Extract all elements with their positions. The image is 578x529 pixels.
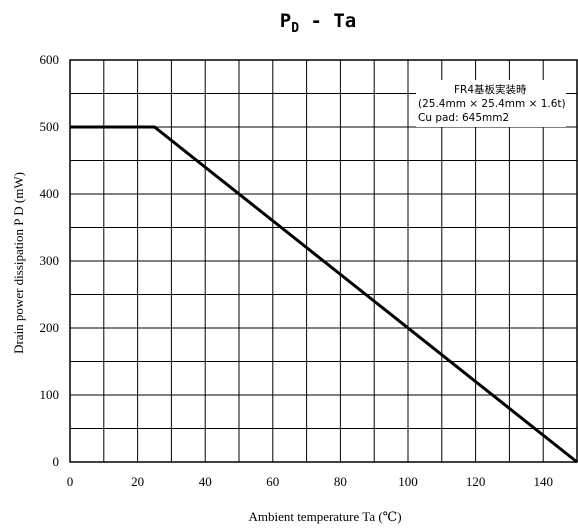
series-group: [70, 125, 578, 464]
series-line-0: [70, 125, 578, 464]
x-tick-label: 60: [266, 474, 279, 489]
annotation-background: [416, 80, 566, 127]
chart-title-subscript: D: [291, 21, 299, 36]
x-tick-label: 0: [67, 474, 74, 489]
y-axis-label: Drain power dissipation P D (mW): [11, 172, 26, 354]
y-tick-label: 300: [40, 253, 60, 268]
x-tick-label: 100: [398, 474, 418, 489]
x-axis-label: Ambient temperature Ta (℃): [248, 509, 401, 524]
x-tick-label: 140: [533, 474, 553, 489]
x-tick-label: 20: [131, 474, 144, 489]
tick-labels: 0 20 40 60 80 100 120 140 0 100 200 300 400 500 600: [40, 52, 553, 489]
x-tick-label: 40: [199, 474, 212, 489]
y-tick-label: 400: [40, 186, 60, 201]
plot-frame: [69, 59, 578, 463]
chart-title-main: P: [280, 10, 291, 32]
annotation-line-3: Cu pad: 645mm2: [418, 112, 509, 124]
y-tick-label: 200: [40, 320, 60, 335]
annotation-line-1: FR4基板実装時: [454, 83, 527, 96]
annotation-box: FR4基板実装時 (25.4mm × 25.4mm × 1.6t) Cu pad…: [416, 80, 566, 127]
y-tick-label: 0: [53, 454, 60, 469]
chart-title-rest: - Ta: [299, 10, 356, 32]
x-tick-label: 120: [466, 474, 486, 489]
x-tick-label: 80: [334, 474, 347, 489]
y-tick-label: 100: [40, 387, 60, 402]
chart-title: PD - Ta: [280, 10, 356, 36]
y-tick-label: 600: [40, 52, 60, 67]
y-tick-label: 500: [40, 119, 60, 134]
annotation-line-2: (25.4mm × 25.4mm × 1.6t): [418, 98, 566, 110]
